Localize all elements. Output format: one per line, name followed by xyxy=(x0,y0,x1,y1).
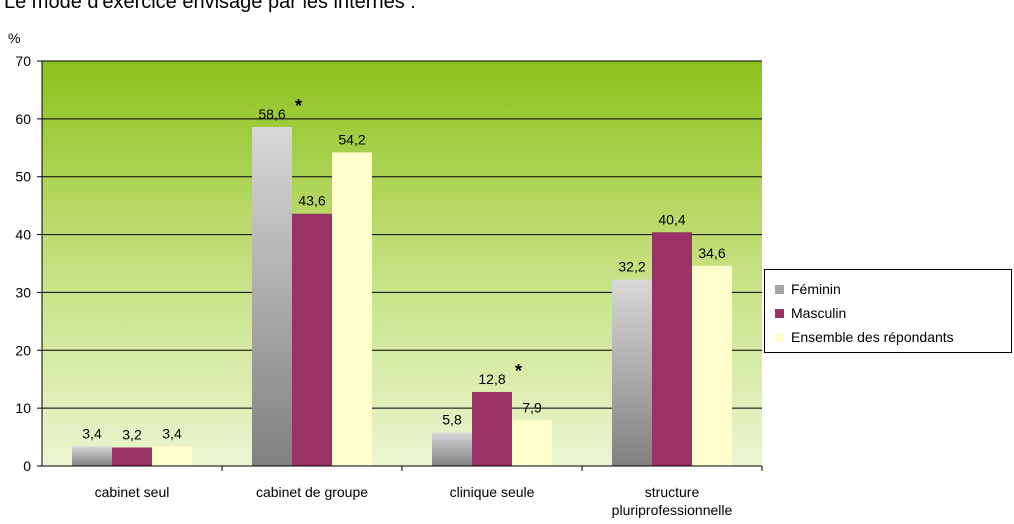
y-tick-label: 0 xyxy=(23,458,31,474)
legend-item-ensemble: Ensemble des répondants xyxy=(775,325,1011,349)
bar xyxy=(652,232,692,466)
x-tick-label: clinique seule xyxy=(450,484,535,500)
data-label: 5,8 xyxy=(442,411,462,427)
legend-swatch-masculin xyxy=(775,308,784,318)
bar xyxy=(292,213,332,466)
legend-item-feminin: Féminin xyxy=(775,277,1011,301)
significance-star: * xyxy=(295,96,302,116)
data-label: 32,2 xyxy=(618,259,645,275)
bar xyxy=(692,265,732,466)
y-tick-label: 50 xyxy=(15,169,31,185)
bars xyxy=(72,126,732,466)
bar xyxy=(112,447,152,466)
legend-item-masculin: Masculin xyxy=(775,301,1011,325)
data-label: 43,6 xyxy=(298,193,325,209)
legend-label-ensemble: Ensemble des répondants xyxy=(791,329,954,345)
bar xyxy=(472,391,512,466)
bar xyxy=(72,446,112,466)
data-labels: 3,4 3,2 3,4 58,6 * 43,6 54,2 5,8 12,8 * 7,9 32,2 40,… xyxy=(82,96,726,443)
y-tick-label: 30 xyxy=(15,284,31,300)
bar xyxy=(152,446,192,466)
data-label: 58,6 xyxy=(258,106,285,122)
data-label: 12,8 xyxy=(478,371,505,387)
tick-labels: 0 10 20 30 40 50 60 70 cabinet seul cabinet de gr… xyxy=(15,53,732,518)
y-tick-label: 70 xyxy=(15,53,31,69)
bar xyxy=(512,420,552,466)
y-tick-label: 40 xyxy=(15,227,31,243)
legend-label-masculin: Masculin xyxy=(791,305,847,321)
y-tick-label: 10 xyxy=(15,400,31,416)
axes xyxy=(37,60,763,471)
legend-swatch-feminin xyxy=(775,284,784,294)
bar xyxy=(332,152,372,466)
y-tick-label: 20 xyxy=(15,342,31,358)
significance-star: * xyxy=(515,361,522,381)
bar xyxy=(252,126,292,466)
y-axis-label: % xyxy=(8,30,20,46)
x-tick-label: pluriprofessionnelle xyxy=(612,502,733,518)
legend: Féminin Masculin Ensemble des répondants xyxy=(764,269,1012,353)
data-label: 3,4 xyxy=(82,425,102,441)
x-tick-label: cabinet de groupe xyxy=(256,484,368,500)
data-label: 54,2 xyxy=(338,131,365,147)
chart-title: Le mode d'exercice envisagé par les inte… xyxy=(4,0,416,13)
x-tick-label: cabinet seul xyxy=(95,484,170,500)
data-label: 40,4 xyxy=(658,211,685,227)
data-label: 7,9 xyxy=(522,399,542,415)
legend-swatch-ensemble xyxy=(775,332,784,342)
legend-label-feminin: Féminin xyxy=(791,281,841,297)
bar xyxy=(612,279,652,466)
bar xyxy=(432,432,472,466)
data-label: 3,2 xyxy=(122,426,142,442)
x-tick-label: structure xyxy=(645,484,700,500)
data-label: 3,4 xyxy=(162,425,182,441)
y-tick-label: 60 xyxy=(15,111,31,127)
data-label: 34,6 xyxy=(698,245,725,261)
